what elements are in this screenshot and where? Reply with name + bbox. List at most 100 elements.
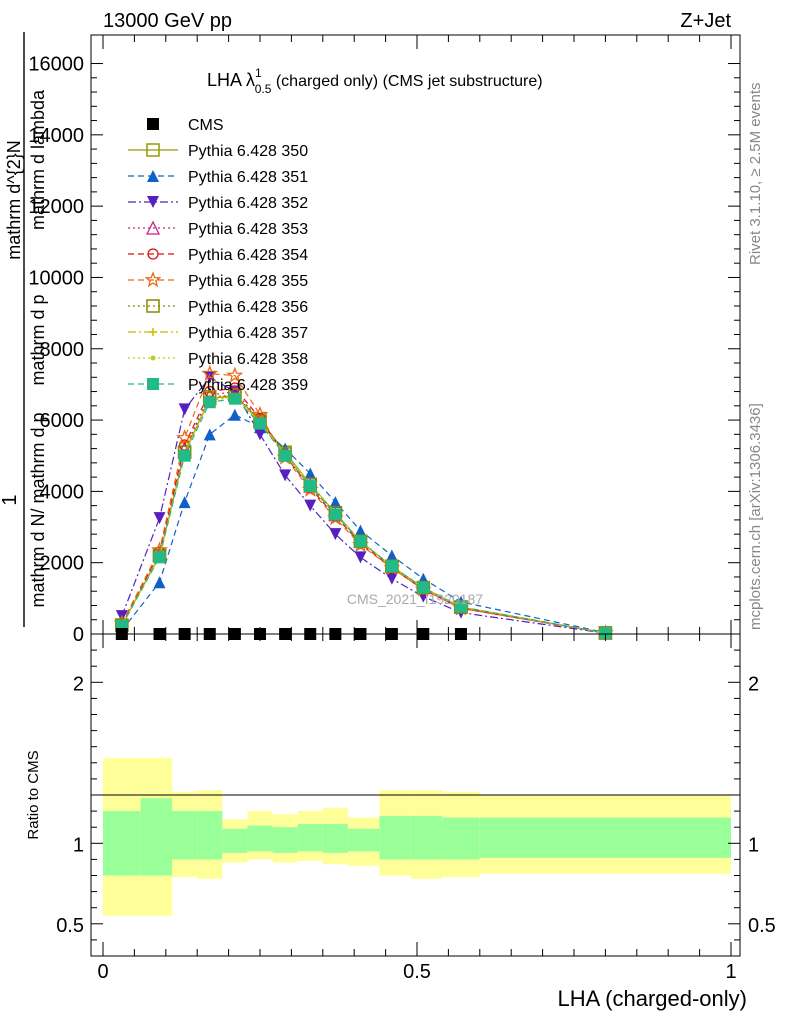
legend-entry: CMS (147, 117, 224, 134)
y-tick-label: 14000 (28, 125, 84, 147)
data-point (228, 392, 241, 405)
legend-marker (145, 220, 161, 235)
x-tick-label: 1 (725, 961, 736, 983)
series-line (121, 414, 606, 634)
data-point (203, 428, 216, 441)
data-point (203, 396, 216, 409)
ratio-band-inner (479, 817, 731, 858)
x-tick-label: 0.5 (403, 961, 431, 983)
data-point (454, 600, 467, 613)
data-point (176, 429, 194, 446)
side-rivet-label: Rivet 3.1.10, ≥ 2.5M events (747, 83, 764, 266)
legend-marker (150, 355, 156, 361)
data-point (304, 480, 317, 493)
y-tick-label: 16000 (28, 54, 84, 76)
legend-marker (147, 248, 159, 260)
legend-label: Pythia 6.428 352 (188, 195, 308, 212)
legend-marker (147, 118, 159, 130)
data-point (226, 366, 244, 383)
ratio-y-tick-label-right: 0.5 (748, 915, 776, 937)
data-point (228, 408, 241, 421)
data-point (354, 524, 367, 537)
legend-entry: Pythia 6.428 359 (128, 377, 308, 394)
y-tick-label: 10000 (28, 267, 84, 289)
main-y-label: 1 mathrm d N/ mathrm d p mathrm d^{2}N m… (0, 32, 48, 627)
legend-marker (147, 170, 159, 182)
data-point (178, 403, 191, 416)
legend-entry: Pythia 6.428 351 (128, 169, 308, 186)
x-tick-label: 0 (97, 961, 108, 983)
y-tick-label: 0 (73, 624, 84, 646)
ratio-band-inner (347, 828, 380, 852)
watermark: CMS_2021_I1920187 (347, 591, 483, 607)
legend-label: CMS (188, 117, 224, 134)
legend-label: Pythia 6.428 350 (188, 143, 308, 160)
y-tick-label: 12000 (28, 196, 84, 218)
ratio-band-inner (379, 815, 411, 860)
data-point (279, 469, 292, 482)
data-point (599, 626, 612, 639)
y-tick-label: 2000 (40, 553, 85, 575)
legend-marker (147, 196, 159, 208)
data-point (354, 551, 367, 564)
main-y-label-4: mathrm d p (28, 294, 48, 385)
data-point (385, 549, 398, 562)
data-point (329, 496, 342, 509)
plot-title-sup: 1 (255, 66, 262, 80)
legend-label: Pythia 6.428 354 (188, 247, 308, 264)
legend-marker (144, 271, 162, 288)
ratio-band-inner (103, 811, 141, 876)
ratio-y-tick-label: 2 (73, 673, 84, 695)
data-point (385, 572, 398, 585)
data-point (304, 467, 317, 480)
main-y-label-2: mathrm d N/ mathrm d p (28, 412, 48, 607)
legend-entry: Pythia 6.428 358 (128, 351, 308, 368)
data-point (178, 496, 191, 509)
ratio-y-tick-label-right: 2 (748, 673, 759, 695)
data-point (279, 449, 292, 462)
data-point (153, 512, 166, 525)
ratio-band-inner (322, 823, 348, 853)
y-tick-label: 8000 (40, 339, 85, 361)
series-line (121, 398, 606, 634)
legend-entry: Pythia 6.428 350 (128, 143, 308, 160)
legend-label: Pythia 6.428 358 (188, 351, 308, 368)
ratio-band-inner (410, 815, 443, 860)
legend-marker (146, 143, 160, 157)
side-mcplots-label: mcplots.cern.ch [arXiv:1306.3436] (747, 403, 764, 630)
plot-title-rest: (charged only) (CMS jet substructure) (271, 73, 542, 90)
ratio-panel: 0.5 0.5 1 1 2 2 0 0.5 1 (56, 633, 776, 983)
y-tick-label: 6000 (40, 410, 85, 432)
ratio-band-inner (222, 828, 248, 853)
legend-label: Pythia 6.428 356 (188, 299, 308, 316)
header-left-label: 13000 GeV pp (103, 10, 232, 32)
data-point (153, 576, 166, 589)
legend-entry: Pythia 6.428 357 (128, 325, 308, 342)
ratio-band-inner (172, 811, 198, 860)
plot-title-sub: 0.5 (255, 82, 272, 96)
ratio-band-inner (197, 811, 223, 860)
ratio-band-inner (272, 827, 298, 853)
data-point (329, 508, 342, 521)
legend: CMS Pythia 6.428 350 Pythia 6.428 351 Pythi… (128, 117, 308, 394)
data-point (354, 535, 367, 548)
data-point (304, 499, 317, 512)
data-point (417, 581, 430, 594)
main-y-label-3: mathrm d^{2}N (4, 140, 24, 260)
ratio-band-inner (140, 798, 173, 876)
series-cms (115, 628, 467, 640)
legend-label: Pythia 6.428 353 (188, 221, 308, 238)
legend-entry: Pythia 6.428 354 (128, 247, 308, 264)
legend-label: Pythia 6.428 357 (188, 325, 308, 342)
legend-entry: Pythia 6.428 356 (128, 299, 308, 316)
x-axis-label: LHA (charged-only) (557, 986, 747, 1011)
legend-label: Pythia 6.428 355 (188, 273, 308, 290)
ratio-y-tick-label-right: 1 (748, 834, 759, 856)
main-panel: 0 2000 4000 6000 8000 10000 12000 14000 16000 CM… (28, 34, 741, 646)
data-point (201, 364, 219, 381)
ratio-band-inner (247, 825, 273, 852)
legend-entry: Pythia 6.428 353 (128, 220, 308, 238)
ratio-band-inner (442, 817, 480, 860)
legend-marker (147, 378, 159, 390)
